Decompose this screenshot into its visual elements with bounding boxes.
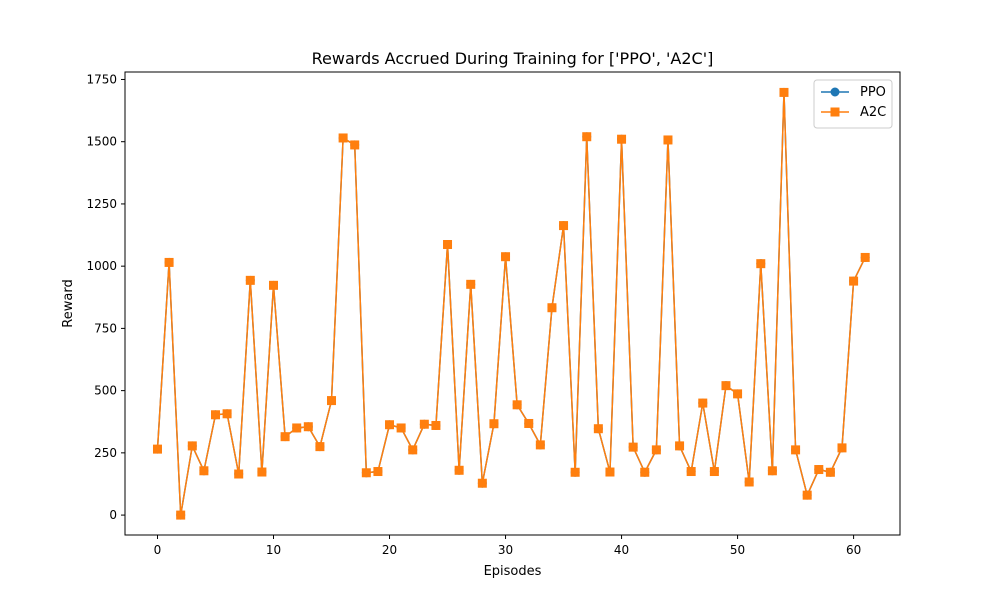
series-a2c-point xyxy=(686,467,696,477)
series-a2c-point xyxy=(245,275,255,285)
series-a2c-point xyxy=(709,467,719,477)
series-a2c-point xyxy=(721,381,731,391)
y-tick-label: 1250 xyxy=(86,197,117,211)
series-a2c xyxy=(152,87,870,520)
y-tick-label: 1000 xyxy=(86,259,117,273)
series-a2c-point xyxy=(849,276,859,286)
series-a2c-point xyxy=(176,510,186,520)
series-a2c-point xyxy=(303,422,313,432)
x-axis: 0 10 20 30 40 50 60 xyxy=(154,535,861,557)
series-a2c-point xyxy=(373,467,383,477)
series-a2c-point xyxy=(454,465,464,475)
x-tick-label: 50 xyxy=(730,543,745,557)
series-a2c-point xyxy=(269,280,279,290)
series-a2c-point xyxy=(547,303,557,313)
series-a2c-point xyxy=(791,445,801,455)
series-a2c-point xyxy=(187,441,197,451)
y-axis-label: Reward xyxy=(61,279,76,327)
series-a2c-point xyxy=(767,466,777,476)
series-a2c-point xyxy=(582,132,592,142)
legend-ppo-label: PPO xyxy=(860,85,886,100)
series-a2c-point xyxy=(396,423,406,433)
y-tick-label: 250 xyxy=(94,446,117,460)
series-a2c-point xyxy=(257,467,267,477)
series-a2c-point xyxy=(222,409,232,419)
series-layer xyxy=(152,87,870,520)
x-tick-label: 30 xyxy=(498,543,513,557)
plot-area xyxy=(125,72,900,535)
series-a2c-point xyxy=(315,442,325,452)
y-tick-label: 1500 xyxy=(86,135,117,149)
series-a2c-point xyxy=(408,445,418,455)
series-a2c-point xyxy=(802,490,812,500)
series-a2c-point xyxy=(431,420,441,430)
series-a2c-point xyxy=(466,279,476,289)
series-a2c-point xyxy=(338,133,348,143)
series-a2c-point xyxy=(733,389,743,399)
legend-a2c-label: A2C xyxy=(860,105,886,120)
x-tick-label: 60 xyxy=(846,543,861,557)
series-a2c-point xyxy=(385,420,395,430)
series-a2c-point xyxy=(837,443,847,453)
series-a2c-point xyxy=(327,396,337,406)
series-a2c-point xyxy=(210,410,220,420)
x-tick-label: 0 xyxy=(154,543,162,557)
y-axis: 0 250 500 750 1000 1250 1500 1750 xyxy=(86,72,125,522)
series-a2c-line xyxy=(156,91,866,516)
series-a2c-point xyxy=(152,444,162,454)
series-a2c-point xyxy=(361,468,371,478)
series-a2c-point xyxy=(292,423,302,433)
series-a2c-point xyxy=(477,478,487,488)
x-tick-label: 10 xyxy=(266,543,281,557)
series-a2c-point xyxy=(524,418,534,428)
series-a2c-point xyxy=(756,259,766,269)
series-a2c-point xyxy=(628,442,638,452)
series-a2c-point xyxy=(234,469,244,479)
x-axis-label: Episodes xyxy=(484,564,542,579)
series-a2c-point xyxy=(350,140,360,150)
y-tick-label: 0 xyxy=(109,508,117,522)
series-a2c-point xyxy=(570,467,580,477)
y-tick-label: 500 xyxy=(94,384,117,398)
series-a2c-point xyxy=(489,419,499,429)
y-tick-label: 750 xyxy=(94,321,117,335)
series-a2c-point xyxy=(779,87,789,97)
series-a2c-point xyxy=(443,240,453,250)
series-a2c-point xyxy=(501,252,511,262)
series-a2c-point xyxy=(744,477,754,487)
series-a2c-point xyxy=(593,424,603,434)
series-a2c-point xyxy=(663,135,673,145)
series-a2c-point xyxy=(814,465,824,475)
series-a2c-point xyxy=(640,467,650,477)
series-a2c-point xyxy=(535,440,545,450)
series-a2c-point xyxy=(860,252,870,262)
x-tick-label: 20 xyxy=(382,543,397,557)
series-a2c-point xyxy=(617,134,627,144)
y-tick-label: 1750 xyxy=(86,72,117,86)
series-a2c-point xyxy=(651,445,661,455)
series-a2c-point xyxy=(512,400,522,410)
series-a2c-point xyxy=(675,441,685,451)
series-a2c-point xyxy=(199,466,209,476)
legend: PPO A2C xyxy=(813,79,893,129)
series-a2c-point xyxy=(164,257,174,267)
series-a2c-point xyxy=(419,419,429,429)
series-a2c-point xyxy=(559,221,569,231)
series-a2c-point xyxy=(280,432,290,442)
legend-a2c-marker xyxy=(830,107,840,117)
chart-title: Rewards Accrued During Training for ['PP… xyxy=(312,49,714,68)
plot-frame xyxy=(124,71,901,536)
x-tick-label: 40 xyxy=(614,543,629,557)
series-a2c-point xyxy=(825,467,835,477)
legend-ppo-marker xyxy=(830,87,840,97)
series-a2c-point xyxy=(698,398,708,408)
series-a2c-point xyxy=(605,467,615,477)
